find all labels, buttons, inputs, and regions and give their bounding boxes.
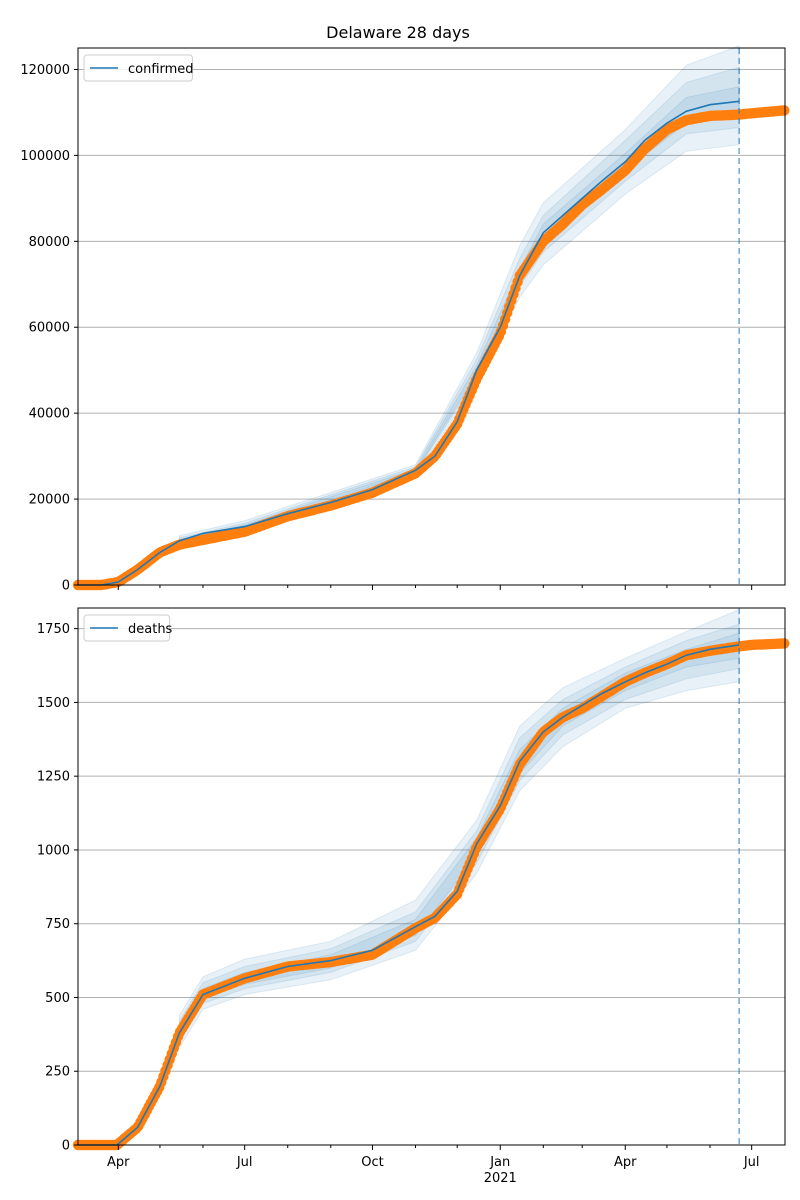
confirmed-ytick-label: 0 <box>62 579 70 594</box>
confirmed-ytick-label: 80000 <box>29 235 70 250</box>
deaths-ytick-label: 250 <box>45 1065 70 1080</box>
confirmed-model-line <box>78 100 740 586</box>
confirmed-ytick-label: 100000 <box>20 149 70 164</box>
confirmed-frame-rect <box>77 47 786 586</box>
confirmed-x-ticks <box>117 585 753 590</box>
confirmed-model-line-path <box>78 100 740 586</box>
deaths-xtick-label: Oct <box>361 1155 383 1170</box>
deaths-year-label: 2021 <box>484 1171 517 1186</box>
deaths-ytick-label: 500 <box>45 991 70 1006</box>
confirmed-ytick-label: 20000 <box>29 493 70 508</box>
deaths-xtick-label: Jan <box>489 1155 510 1170</box>
deaths-ytick-label: 1500 <box>37 696 70 711</box>
confirmed-legend-box <box>83 54 193 82</box>
confirmed-y-ticks: 0 20000 40000 60000 80000 100000 120000 <box>20 63 78 594</box>
confirmed-legend-label: confirmed <box>128 62 194 77</box>
deaths-observed-point <box>779 638 790 649</box>
confirmed-ytick-label: 120000 <box>20 63 70 78</box>
deaths-xtick-label: Apr <box>614 1155 637 1170</box>
deaths-model-line-path <box>78 644 740 1146</box>
deaths-ytick-label: 1250 <box>37 770 70 785</box>
deaths-xtick-label: Apr <box>107 1155 130 1170</box>
deaths-xtick-label: Jul <box>743 1155 760 1170</box>
confirmed-uncertainty-bands <box>178 45 740 547</box>
confirmed-observed-point <box>779 105 790 116</box>
deaths-axes-frame <box>77 607 786 1146</box>
deaths-y-ticks: 0 250 500 750 1000 1250 1500 1750 <box>37 622 78 1154</box>
deaths-ytick-label: 1750 <box>37 622 70 637</box>
confirmed-axes-frame <box>77 47 786 586</box>
confirmed-legend: confirmed <box>83 54 194 82</box>
deaths-legend: deaths <box>83 614 173 642</box>
deaths-x-ticks: Apr Jul Oct Jan Apr Jul 2021 <box>107 1145 760 1186</box>
deaths-ytick-label: 750 <box>45 917 70 932</box>
confirmed-ytick-label: 60000 <box>29 321 70 336</box>
deaths-xtick-label: Jul <box>236 1155 253 1170</box>
deaths-ytick-label: 0 <box>62 1139 70 1154</box>
deaths-model-line <box>78 644 740 1146</box>
confirmed-ytick-label: 40000 <box>29 407 70 422</box>
deaths-uncertainty-bands <box>178 608 740 1050</box>
chart-title: Delaware 28 days <box>326 23 470 42</box>
deaths-frame-rect <box>77 607 786 1146</box>
confirmed-grid <box>78 68 785 586</box>
deaths-ytick-label: 1000 <box>37 843 70 858</box>
confirmed-observed-points <box>72 105 790 591</box>
deaths-legend-box <box>83 614 171 642</box>
confirmed-panel: 0 20000 40000 60000 80000 100000 120000 confir… <box>20 45 790 594</box>
deaths-legend-label: deaths <box>128 622 173 637</box>
